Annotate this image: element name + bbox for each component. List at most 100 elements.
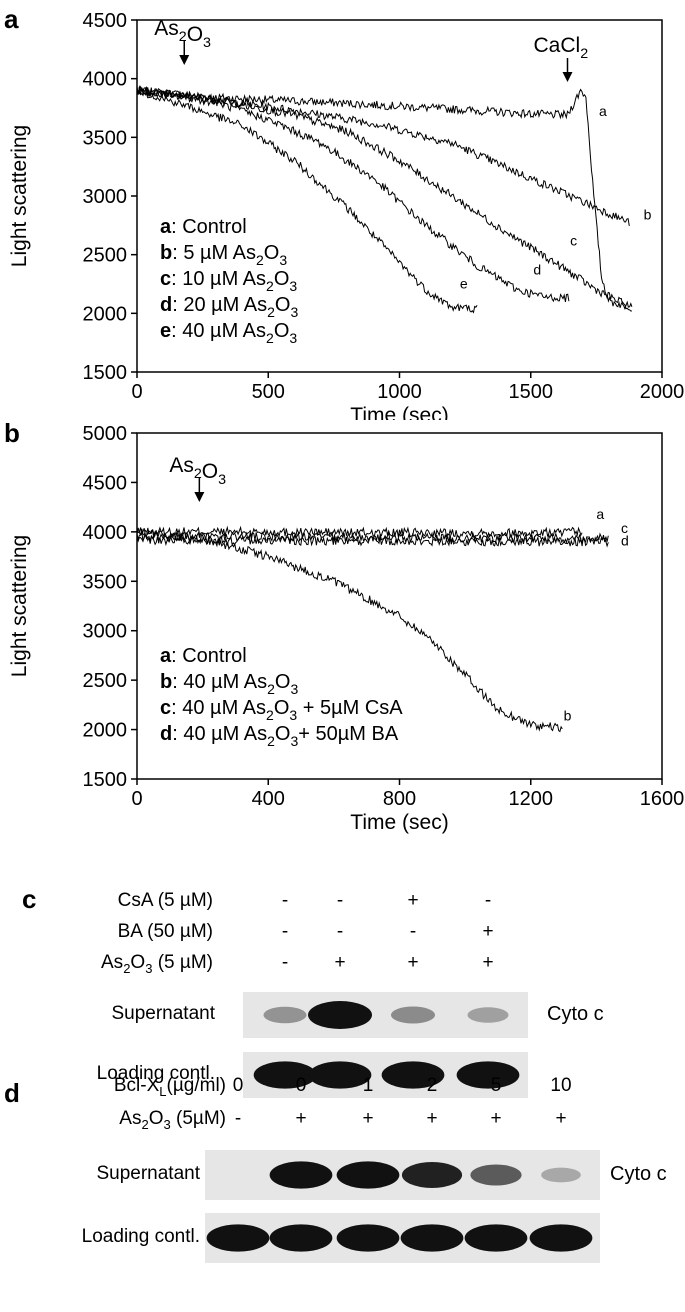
y-tick-label: 3500 bbox=[83, 571, 128, 593]
condition-value: + bbox=[555, 1108, 567, 1129]
y-tick-label: 4000 bbox=[83, 69, 128, 91]
legend-entry-d: d: 40 µM As2O3+ 50µM BA bbox=[160, 723, 399, 749]
condition-label: As2O3 (5µM) bbox=[119, 1108, 226, 1132]
condition-value: 5 bbox=[490, 1075, 502, 1096]
chart-a: 1500 2000 2500 3000 3500 4000 4500 0 500 1000 1500… bbox=[8, 10, 685, 420]
y-tick-label: 3000 bbox=[83, 621, 128, 643]
x-tick-label: 1200 bbox=[509, 788, 554, 810]
x-tick-label: 0 bbox=[131, 381, 142, 403]
condition-value: + bbox=[482, 921, 494, 942]
condition-value: - bbox=[281, 890, 289, 911]
series-line-d bbox=[136, 88, 570, 303]
series-line-e bbox=[136, 86, 478, 314]
y-tick-label: 4500 bbox=[83, 10, 128, 32]
blot-band bbox=[269, 1224, 333, 1252]
legend-entry-c: c: 40 µM As2O3 + 5µM CsA bbox=[160, 697, 403, 723]
condition-value: + bbox=[407, 890, 419, 911]
blot-row-label: Supernatant bbox=[96, 1163, 200, 1184]
legend-entry-a: a: Control bbox=[160, 645, 247, 667]
y-tick-label: 5000 bbox=[83, 423, 128, 445]
blot-band bbox=[336, 1224, 400, 1252]
blot-band bbox=[336, 1161, 400, 1189]
arrow-head bbox=[562, 72, 573, 82]
blot-band bbox=[541, 1167, 581, 1183]
curve-label-b: b bbox=[564, 708, 572, 724]
y-tick-label: 2500 bbox=[83, 245, 128, 267]
blot-row-label: Supernatant bbox=[111, 1003, 215, 1024]
blot-band bbox=[263, 1006, 307, 1024]
condition-label: As2O3 (5 µM) bbox=[101, 952, 213, 976]
condition-value: 0 bbox=[295, 1075, 307, 1096]
curve-label-d: d bbox=[621, 533, 629, 549]
x-tick-label: 400 bbox=[252, 788, 285, 810]
condition-value: - bbox=[336, 890, 344, 911]
condition-value: + bbox=[482, 952, 494, 973]
blot-panel-c: CsA (5 µM) - - + - BA (50 µM) - - - + As2O3 (5 µM)… bbox=[0, 880, 685, 1098]
condition-value: - bbox=[281, 952, 289, 973]
blot-panel-d: Bcl-XL(µg/ml) 0 0 1 2 5 10 As2O3 (5µM) - + + + + + Sup… bbox=[0, 1075, 685, 1312]
curve-label-e: e bbox=[460, 276, 468, 292]
x-tick-label: 2000 bbox=[640, 381, 685, 403]
blot-band bbox=[308, 1001, 372, 1029]
y-tick-label: 3000 bbox=[83, 186, 128, 208]
condition-value: + bbox=[295, 1108, 307, 1129]
legend-entry-a: a: Control bbox=[160, 216, 247, 238]
blot-band bbox=[456, 1061, 520, 1089]
condition-value: + bbox=[362, 1108, 374, 1129]
x-tick-label: 0 bbox=[131, 788, 142, 810]
blot-row-label: Loading contl. bbox=[96, 1063, 215, 1084]
blot-strip bbox=[205, 1150, 600, 1200]
condition-label: BA (50 µM) bbox=[117, 921, 213, 942]
y-tick-label: 4000 bbox=[83, 522, 128, 544]
arrow-head bbox=[179, 55, 190, 65]
condition-value: 1 bbox=[362, 1075, 374, 1096]
condition-value: - bbox=[336, 921, 344, 942]
y-axis-label: Light scattering bbox=[8, 535, 31, 677]
condition-value: - bbox=[409, 921, 417, 942]
series-line-d bbox=[136, 534, 609, 548]
blot-band bbox=[400, 1224, 464, 1252]
blot-band bbox=[467, 1007, 509, 1023]
x-tick-label: 800 bbox=[383, 788, 416, 810]
condition-value: - bbox=[484, 890, 492, 911]
panel-letter-a: a bbox=[4, 4, 19, 34]
legend-entry-e: e: 40 µM As2O3 bbox=[160, 320, 297, 346]
blot-band bbox=[390, 1006, 436, 1024]
y-tick-label: 1500 bbox=[83, 362, 128, 384]
curve-label-c: c bbox=[570, 232, 577, 248]
series-line-a bbox=[136, 525, 583, 539]
curve-label-d: d bbox=[533, 262, 541, 278]
curve-label-a: a bbox=[599, 103, 607, 119]
y-tick-label: 2000 bbox=[83, 720, 128, 742]
blot-band bbox=[529, 1224, 593, 1252]
legend-entry-b: b: 40 µM As2O3 bbox=[160, 671, 298, 697]
blot-band bbox=[269, 1161, 333, 1189]
protein-label: Cyto c bbox=[547, 1003, 604, 1025]
x-tick-label: 1600 bbox=[640, 788, 685, 810]
y-tick-label: 1500 bbox=[83, 769, 128, 791]
condition-value: - bbox=[234, 1108, 242, 1129]
blot-band bbox=[381, 1061, 445, 1089]
panel-letter-c: c bbox=[22, 884, 37, 914]
condition-label: Bcl-XL(µg/ml) bbox=[113, 1075, 226, 1099]
x-tick-label: 500 bbox=[252, 381, 285, 403]
x-axis-label: Time (sec) bbox=[350, 404, 448, 420]
blot-band bbox=[308, 1061, 372, 1089]
series-line-a bbox=[136, 85, 632, 312]
arrow-head bbox=[194, 492, 205, 502]
blot-band bbox=[253, 1061, 317, 1089]
panel-letter-d: d bbox=[4, 1078, 20, 1108]
condition-value: 0 bbox=[232, 1075, 244, 1096]
y-tick-label: 2500 bbox=[83, 670, 128, 692]
y-axis-label: Light scattering bbox=[8, 125, 31, 267]
x-tick-label: 1000 bbox=[377, 381, 422, 403]
curve-label-c: c bbox=[621, 520, 628, 536]
series-line-b bbox=[136, 86, 630, 226]
condition-value: + bbox=[426, 1108, 438, 1129]
legend-entry-b: b: 5 µM As2O3 bbox=[160, 242, 287, 268]
blot-band bbox=[464, 1224, 528, 1252]
blot-band bbox=[401, 1162, 463, 1188]
blot-strip bbox=[243, 1052, 528, 1098]
y-tick-label: 4500 bbox=[83, 472, 128, 494]
condition-value: 2 bbox=[426, 1075, 438, 1096]
